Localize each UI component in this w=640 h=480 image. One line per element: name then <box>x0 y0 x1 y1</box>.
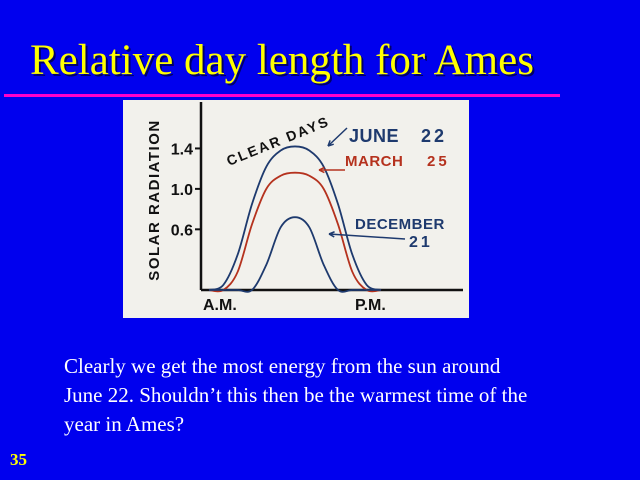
x-tick-label: P.M. <box>355 297 386 314</box>
series-line-june <box>208 145 382 291</box>
arrowhead-icon <box>327 140 334 147</box>
series-line-march <box>208 171 382 293</box>
series-label: 21 <box>409 234 433 251</box>
series-label: 25 <box>427 153 450 170</box>
y-axis-label: SOLAR RADIATION <box>146 119 163 280</box>
slide-caption: Clearly we get the most energy from the … <box>64 354 528 436</box>
series-label-arrow <box>327 127 348 147</box>
slide-title: Relative day length for Ames <box>30 37 534 84</box>
series-label: 22 <box>421 126 447 146</box>
series-label: MARCH <box>345 153 403 170</box>
arrowhead-icon <box>318 166 325 174</box>
y-tick-label: 0.6 <box>171 222 193 239</box>
clear-days-annotation: CLEAR DAYS <box>224 113 332 169</box>
series-label: DECEMBER <box>355 216 445 233</box>
series-label-arrow <box>328 233 406 240</box>
y-tick-label: 1.4 <box>171 141 193 158</box>
arrowhead-icon <box>328 231 335 238</box>
solar-radiation-chart: SOLAR RADIATION CLEAR DAYS 1.4 1.0 0.6 A.M.… <box>146 102 463 314</box>
title-divider <box>4 94 560 97</box>
y-tick-label: 1.0 <box>171 182 193 199</box>
x-tick-label: A.M. <box>203 297 237 314</box>
series-label: JUNE <box>349 126 399 146</box>
chart-image-panel: SOLAR RADIATION CLEAR DAYS 1.4 1.0 0.6 A.M.… <box>123 100 469 318</box>
series-line-december <box>208 216 381 293</box>
slide-number: 35 <box>10 450 27 469</box>
